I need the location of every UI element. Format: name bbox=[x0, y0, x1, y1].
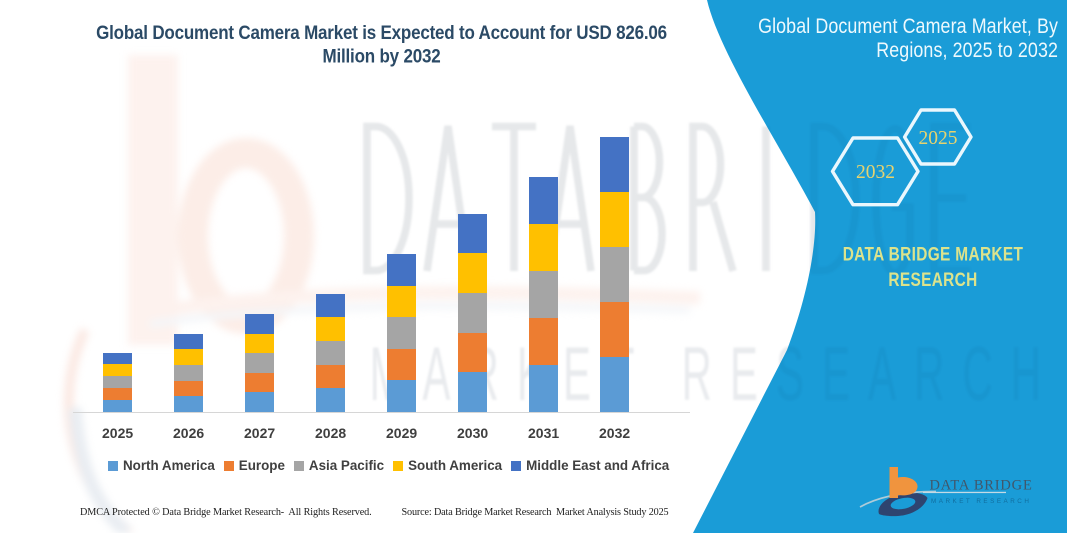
svg-text:DATA BRIDGE: DATA BRIDGE bbox=[930, 478, 1033, 494]
svg-text:2032: 2032 bbox=[856, 162, 895, 183]
svg-text:2025: 2025 bbox=[919, 128, 958, 149]
svg-text:MARKET RESEARCH: MARKET RESEARCH bbox=[931, 498, 1031, 505]
